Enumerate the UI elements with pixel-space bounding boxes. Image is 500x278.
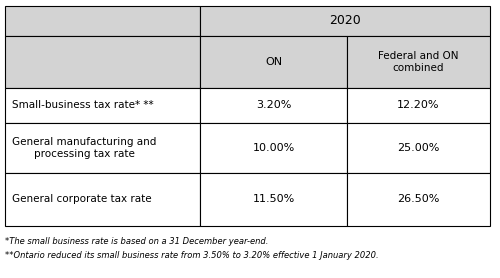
- Text: Small-business tax rate* **: Small-business tax rate* **: [12, 101, 154, 110]
- Text: General corporate tax rate: General corporate tax rate: [12, 195, 151, 205]
- Text: 3.20%: 3.20%: [256, 101, 291, 110]
- Text: **Ontario reduced its small business rate from 3.50% to 3.20% effective 1 Januar: **Ontario reduced its small business rat…: [5, 252, 378, 260]
- Bar: [200, 123, 347, 173]
- Text: ON: ON: [265, 57, 282, 67]
- Bar: [347, 88, 490, 123]
- Bar: [5, 88, 200, 123]
- Text: 2020: 2020: [329, 14, 361, 28]
- Bar: [5, 173, 200, 226]
- Bar: [347, 123, 490, 173]
- Text: 25.00%: 25.00%: [398, 143, 440, 153]
- Text: 26.50%: 26.50%: [398, 195, 440, 205]
- Bar: [200, 6, 490, 36]
- Text: Federal and ON
combined: Federal and ON combined: [378, 51, 459, 73]
- Bar: [5, 36, 200, 88]
- Text: 10.00%: 10.00%: [252, 143, 294, 153]
- Text: 12.20%: 12.20%: [397, 101, 440, 110]
- Bar: [347, 173, 490, 226]
- Bar: [347, 36, 490, 88]
- Text: 11.50%: 11.50%: [252, 195, 294, 205]
- Bar: [5, 6, 200, 36]
- Bar: [200, 88, 347, 123]
- Bar: [200, 173, 347, 226]
- Text: General manufacturing and
processing tax rate: General manufacturing and processing tax…: [12, 137, 156, 159]
- Bar: [200, 36, 347, 88]
- Text: *The small business rate is based on a 31 December year-end.: *The small business rate is based on a 3…: [5, 237, 268, 245]
- Bar: [5, 123, 200, 173]
